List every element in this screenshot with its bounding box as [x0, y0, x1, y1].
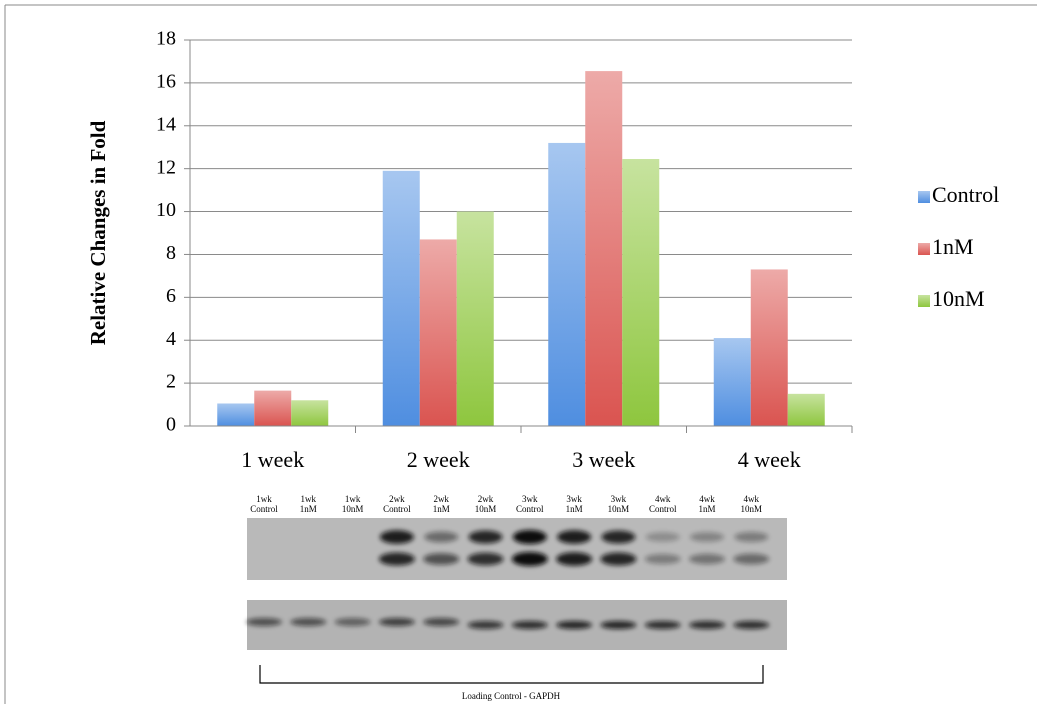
blot-band	[689, 554, 725, 564]
lane-label: Control	[250, 504, 278, 514]
lane-label: Control	[649, 504, 677, 514]
lane-label: 10nM	[608, 504, 630, 514]
lane-label: 3wk	[522, 494, 538, 504]
lane-label: 10nM	[741, 504, 763, 514]
lane-label: 1wk	[256, 494, 272, 504]
gapdh-band	[556, 621, 592, 629]
legend-label: 1nM	[932, 234, 974, 259]
lane-label: 1wk	[345, 494, 361, 504]
x-tick-label: 1 week	[241, 447, 304, 472]
lane-label: 1nM	[300, 504, 317, 514]
lane-label: 10nM	[475, 504, 497, 514]
y-tick-label: 12	[156, 156, 176, 178]
legend-swatch	[918, 191, 930, 203]
y-tick-label: 0	[166, 414, 176, 436]
legend-swatch	[918, 243, 930, 255]
lane-label: 4wk	[744, 494, 760, 504]
y-tick-label: 14	[156, 113, 176, 135]
lane-label: 2wk	[433, 494, 449, 504]
blot-band	[556, 552, 592, 565]
blot-band	[601, 530, 635, 543]
blot-band	[557, 530, 591, 543]
blot-band	[646, 532, 680, 542]
lane-label: Control	[383, 504, 411, 514]
lane-label: 3wk	[611, 494, 627, 504]
lane-label: 2wk	[478, 494, 494, 504]
bar	[622, 159, 659, 426]
lane-label: 3wk	[566, 494, 582, 504]
lane-label: 2wk	[389, 494, 405, 504]
lane-label: 4wk	[655, 494, 671, 504]
blot-band	[690, 532, 724, 542]
legend-label: 10nM	[932, 286, 985, 311]
blot-band	[734, 532, 768, 542]
bar	[788, 394, 825, 426]
blot-band	[423, 553, 459, 565]
gapdh-band	[512, 621, 548, 629]
blot-band	[600, 552, 636, 565]
y-tick-label: 16	[156, 70, 176, 92]
bar	[751, 269, 788, 426]
lane-label: Control	[516, 504, 544, 514]
bar	[548, 143, 585, 426]
bar	[291, 400, 328, 426]
legend-swatch	[918, 295, 930, 307]
y-tick-label: 6	[166, 285, 176, 307]
y-tick-label: 8	[166, 242, 176, 264]
blot-band	[424, 532, 458, 543]
blot-band	[379, 552, 415, 565]
gapdh-band	[733, 621, 769, 629]
y-tick-label: 18	[156, 28, 176, 50]
blot-band	[645, 554, 681, 564]
lane-label: 4wk	[699, 494, 715, 504]
blot-band	[380, 530, 414, 543]
bar	[457, 212, 494, 426]
x-tick-label: 2 week	[407, 447, 470, 472]
gapdh-band	[645, 621, 681, 629]
lane-label: 1nM	[698, 504, 715, 514]
lane-label: 1nM	[433, 504, 450, 514]
figure: Relative Changes in Fold Loading Control…	[0, 0, 1037, 704]
bar	[254, 391, 291, 426]
gapdh-band	[689, 621, 725, 629]
x-tick-label: 4 week	[738, 447, 801, 472]
gapdh-band	[423, 618, 459, 626]
bracket	[260, 665, 763, 683]
gapdh-band	[246, 618, 282, 626]
blot-band	[733, 554, 769, 565]
lane-label: 1wk	[301, 494, 317, 504]
lane-label: 1nM	[566, 504, 583, 514]
gapdh-band	[290, 618, 326, 626]
y-tick-label: 4	[166, 328, 176, 350]
bar	[585, 71, 622, 426]
gapdh-band	[600, 621, 636, 629]
legend-label: Control	[932, 182, 999, 207]
lane-label: 10nM	[342, 504, 364, 514]
gapdh-band	[379, 618, 415, 626]
bar	[217, 403, 254, 426]
blot-band	[469, 530, 503, 543]
y-tick-label: 10	[156, 199, 176, 221]
bar	[714, 338, 751, 426]
bar	[420, 239, 457, 426]
y-axis-title: Relative Changes in Fold	[86, 120, 110, 345]
gapdh-band	[468, 621, 504, 629]
y-tick-label: 2	[166, 371, 176, 393]
blot-band	[512, 552, 548, 566]
gapdh-band	[335, 618, 371, 626]
blot-top	[247, 518, 787, 580]
x-tick-label: 3 week	[572, 447, 635, 472]
blot-band	[468, 553, 504, 566]
bar	[383, 171, 420, 426]
blot-band	[513, 530, 547, 544]
blot-caption: Loading Control - GAPDH	[462, 691, 561, 701]
